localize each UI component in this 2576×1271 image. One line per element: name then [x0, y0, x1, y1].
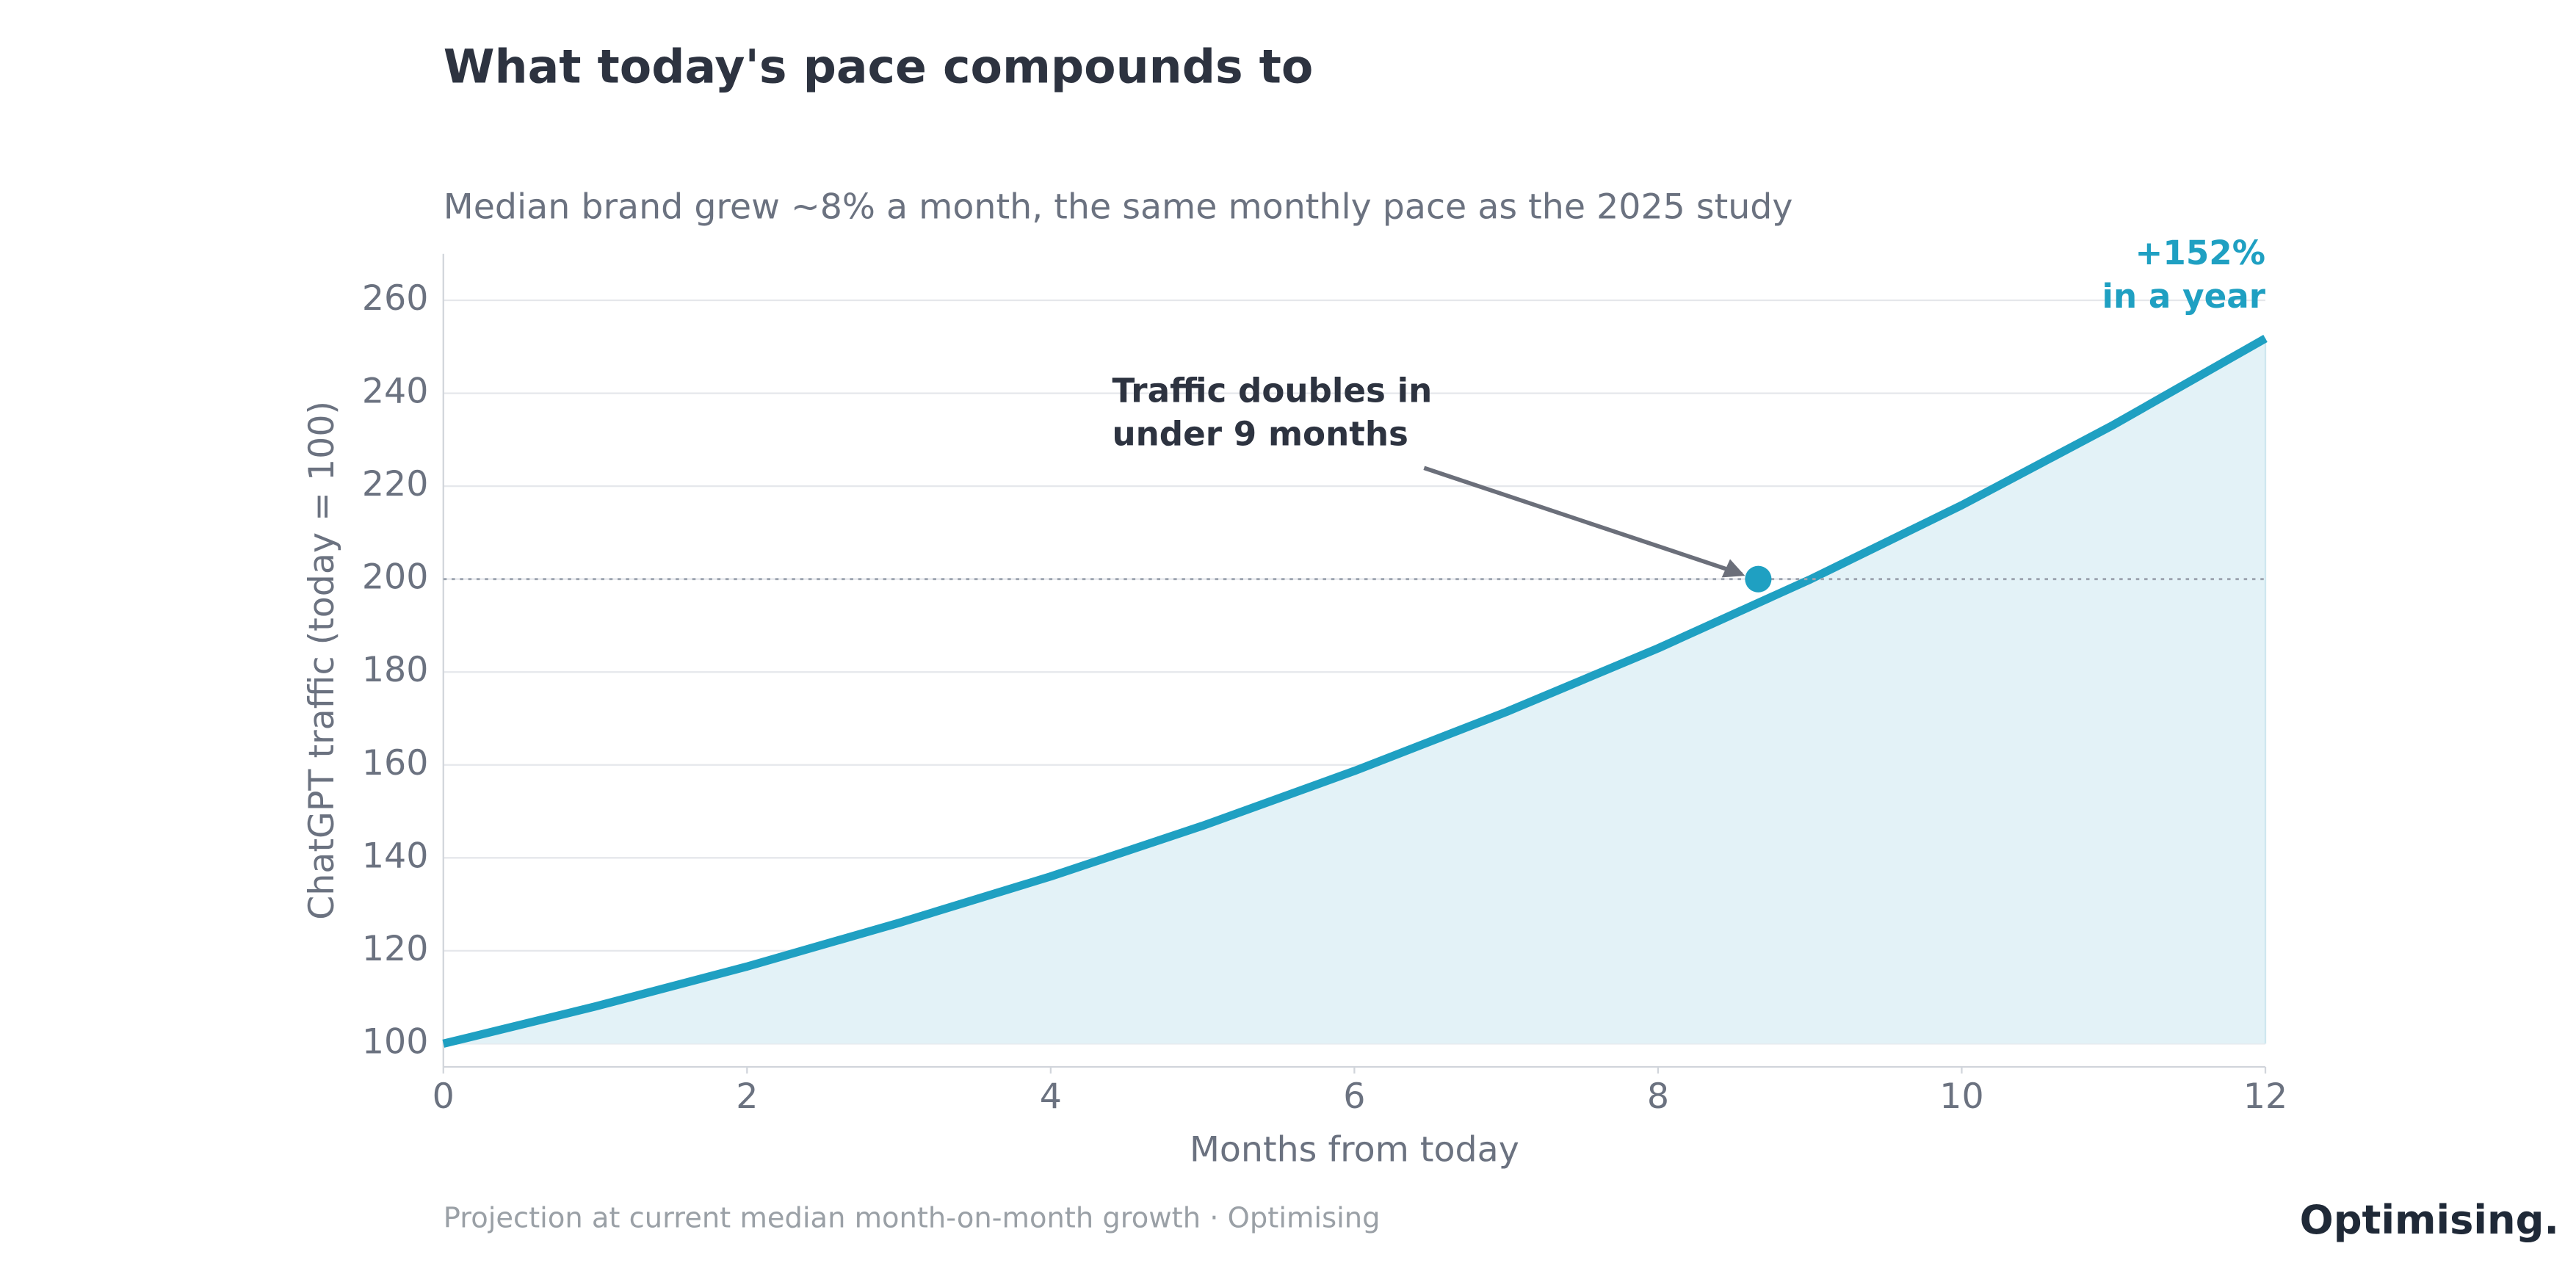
x-tick-label: 6	[1343, 1076, 1365, 1117]
end-label: +152%	[2135, 233, 2265, 272]
x-tick-label: 10	[1939, 1076, 1983, 1117]
x-tick-label: 0	[433, 1076, 455, 1117]
y-axis-label: ChatGPT traffic (today = 100)	[302, 401, 342, 920]
marker	[1745, 565, 1772, 593]
annotation-arrow	[1423, 466, 1743, 576]
y-tick-label: 160	[362, 743, 429, 783]
y-tick-label: 200	[362, 557, 429, 598]
y-tick-label: 120	[362, 929, 429, 969]
x-tick-label: 8	[1647, 1076, 1669, 1117]
footer: Projection at current median month-on-mo…	[444, 1201, 1381, 1234]
chart-title: What today's pace compounds to	[444, 39, 1314, 93]
y-tick-label: 180	[362, 650, 429, 690]
end-label: in a year	[2102, 277, 2266, 316]
chart-subtitle: Median brand grew ~8% a month, the same …	[444, 187, 1793, 228]
x-tick-label: 2	[736, 1076, 758, 1117]
annotation: under 9 months	[1112, 414, 1408, 453]
line	[442, 334, 2268, 1048]
x-axis-label: Months from today	[1190, 1129, 1519, 1170]
logo: Optimising.	[2300, 1197, 2559, 1243]
y-tick-label: 100	[362, 1021, 429, 1062]
arrow-head	[1721, 559, 1745, 578]
x-tick-label: 12	[2243, 1076, 2287, 1117]
area	[443, 338, 2266, 1044]
y-tick-label: 240	[362, 372, 429, 412]
x-tick-label: 4	[1040, 1076, 1062, 1117]
y-tick-label: 260	[362, 278, 429, 319]
y-tick-label: 140	[362, 836, 429, 876]
y-tick-label: 220	[362, 464, 429, 504]
annotation: Traffic doubles in	[1112, 372, 1432, 410]
